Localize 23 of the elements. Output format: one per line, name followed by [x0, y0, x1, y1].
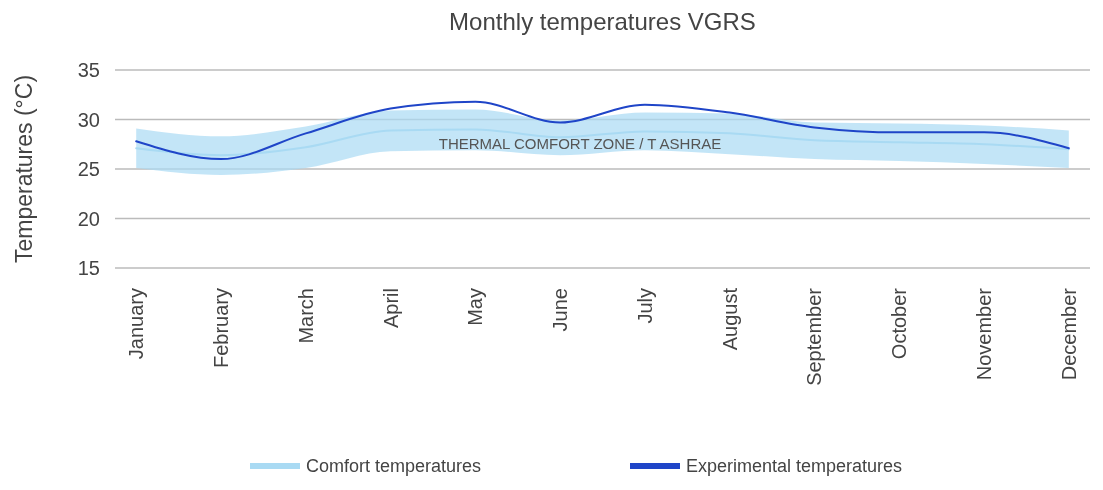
legend-label: Experimental temperatures	[686, 456, 903, 477]
line-series	[135, 100, 1070, 161]
annotation: THERMAL COMFORT ZONE / T ASHRAE	[438, 135, 722, 152]
x-tick-label: August	[718, 287, 741, 351]
x-tick-label: February	[209, 288, 232, 369]
x-tick-label: November	[973, 287, 996, 381]
legend-label: Comfort temperatures	[306, 456, 482, 477]
x-tick-label: May	[464, 288, 487, 326]
y-tick-label: 35	[77, 59, 100, 81]
x-tick-label: March	[294, 288, 317, 344]
y-tick-label: 25	[77, 158, 100, 180]
x-tick-label: January	[125, 288, 148, 360]
y-tick-label: 20	[77, 207, 100, 230]
x-tick-label: April	[379, 288, 402, 329]
y-tick-label: 15	[77, 257, 100, 279]
x-tick-label: June	[549, 288, 572, 332]
x-tick-label: July	[633, 288, 656, 324]
x-tick-label: September	[803, 287, 826, 386]
x-tick-label: October	[888, 287, 911, 360]
y-tick-label: 30	[77, 108, 100, 131]
chart-title: Monthly temperatures VGRS	[449, 8, 756, 35]
x-tick-label: December	[1057, 287, 1080, 381]
y-axis-title: Temperatures (°C)	[11, 74, 37, 264]
